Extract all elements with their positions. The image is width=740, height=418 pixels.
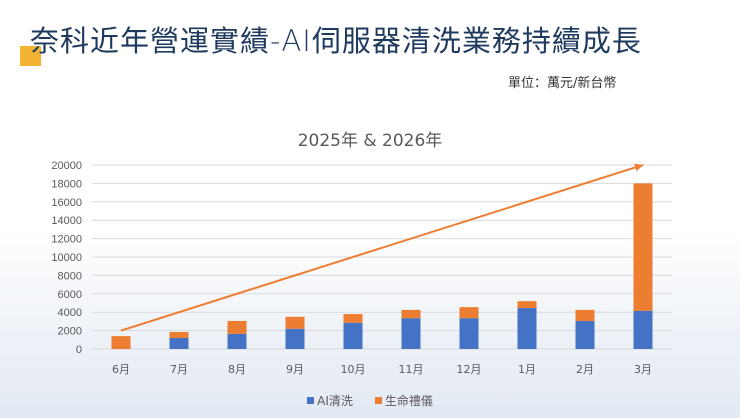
trend-arrow-head-icon	[634, 163, 643, 172]
bar-segment	[633, 310, 653, 349]
chart-legend: AI清洗 生命禮儀	[0, 392, 740, 409]
legend-label-funeral: 生命禮儀	[384, 394, 433, 408]
x-tick-label: 9月	[286, 363, 304, 376]
y-tick-label: 4000	[58, 307, 82, 319]
bar-segment	[285, 316, 305, 329]
x-tick-label: 6月	[112, 363, 130, 376]
legend-item-funeral: 生命禮儀	[374, 392, 433, 409]
bar-segment	[575, 320, 595, 349]
bar-segment	[459, 318, 479, 349]
trend-arrow-line	[120, 164, 644, 332]
legend-swatch-ai	[307, 397, 315, 404]
x-tick-label: 8月	[228, 363, 246, 376]
bar-segment	[285, 328, 305, 349]
y-tick-label: 20000	[51, 160, 82, 172]
bar-segment	[459, 307, 479, 319]
y-tick-label: 16000	[51, 197, 82, 209]
x-tick-label: 3月	[634, 363, 652, 376]
bar-segment	[169, 337, 189, 349]
bar-segment	[227, 320, 247, 334]
unit-label: 單位：萬元/新台幣	[508, 76, 617, 91]
legend-item-ai: AI清洗	[307, 392, 353, 409]
y-tick-label: 18000	[51, 178, 82, 190]
y-tick-label: 12000	[51, 234, 82, 246]
accent-square	[20, 46, 41, 66]
bar-segment	[575, 309, 595, 321]
x-tick-label: 10月	[341, 363, 366, 376]
bar-segment	[517, 301, 537, 309]
y-tick-label: 0	[76, 344, 82, 356]
y-tick-label: 8000	[58, 270, 82, 282]
x-tick-label: 12月	[457, 363, 482, 376]
y-tick-label: 10000	[51, 252, 82, 264]
x-tick-label: 7月	[170, 363, 188, 376]
y-tick-label: 6000	[58, 289, 82, 301]
bar-segment	[169, 331, 189, 338]
y-tick-label: 14000	[51, 215, 82, 227]
y-tick-label: 2000	[58, 326, 82, 338]
bar-segment	[401, 309, 421, 319]
page-title: 奈科近年營運實績-AI伺服器清洗業務持續成長	[30, 24, 642, 58]
legend-label-ai: AI清洗	[317, 394, 353, 408]
bar-segment	[633, 183, 653, 311]
x-tick-label: 1月	[518, 363, 536, 376]
chart-title: 2025年 & 2026年	[297, 131, 443, 151]
x-tick-label: 11月	[399, 363, 424, 376]
x-tick-label: 2月	[576, 363, 594, 376]
legend-swatch-funeral	[374, 397, 382, 404]
bar-segment	[517, 308, 537, 349]
bar-segment	[343, 314, 363, 323]
bar-segment	[343, 322, 363, 349]
bar-segment	[227, 333, 247, 349]
bar-segment	[111, 336, 131, 349]
bar-segment	[401, 318, 421, 349]
